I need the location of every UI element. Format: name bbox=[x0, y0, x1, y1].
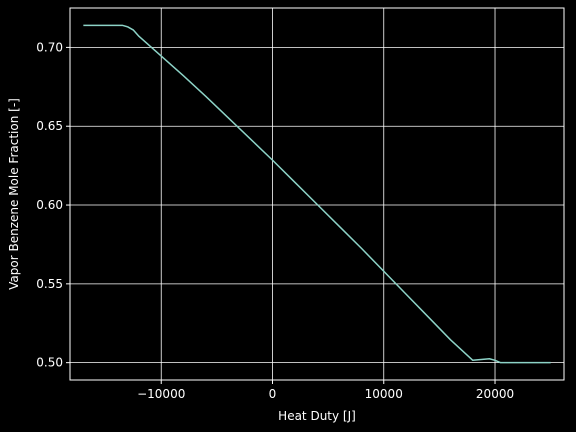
y-tick-label: 0.60 bbox=[36, 198, 63, 212]
x-axis-label: Heat Duty [J] bbox=[278, 409, 356, 423]
y-tick-label: 0.50 bbox=[36, 356, 63, 370]
x-tick-label: 20000 bbox=[476, 387, 514, 401]
y-tick-label: 0.65 bbox=[36, 119, 63, 133]
series-group bbox=[83, 24, 551, 364]
y-axis-label: Vapor Benzene Mole Fraction [-] bbox=[7, 98, 21, 290]
y-tick-label: 0.70 bbox=[36, 40, 63, 54]
x-tick-label: −10000 bbox=[137, 387, 185, 401]
ticks-group: −10000 0 10000 20000 0.50 0.55 0.60 0.65 0.70 bbox=[36, 40, 514, 401]
grid-lines bbox=[70, 8, 564, 380]
x-tick-label: 0 bbox=[269, 387, 277, 401]
x-tick-label: 10000 bbox=[365, 387, 403, 401]
series-line bbox=[83, 24, 551, 364]
plot-frame bbox=[69, 7, 565, 381]
y-tick-label: 0.55 bbox=[36, 277, 63, 291]
